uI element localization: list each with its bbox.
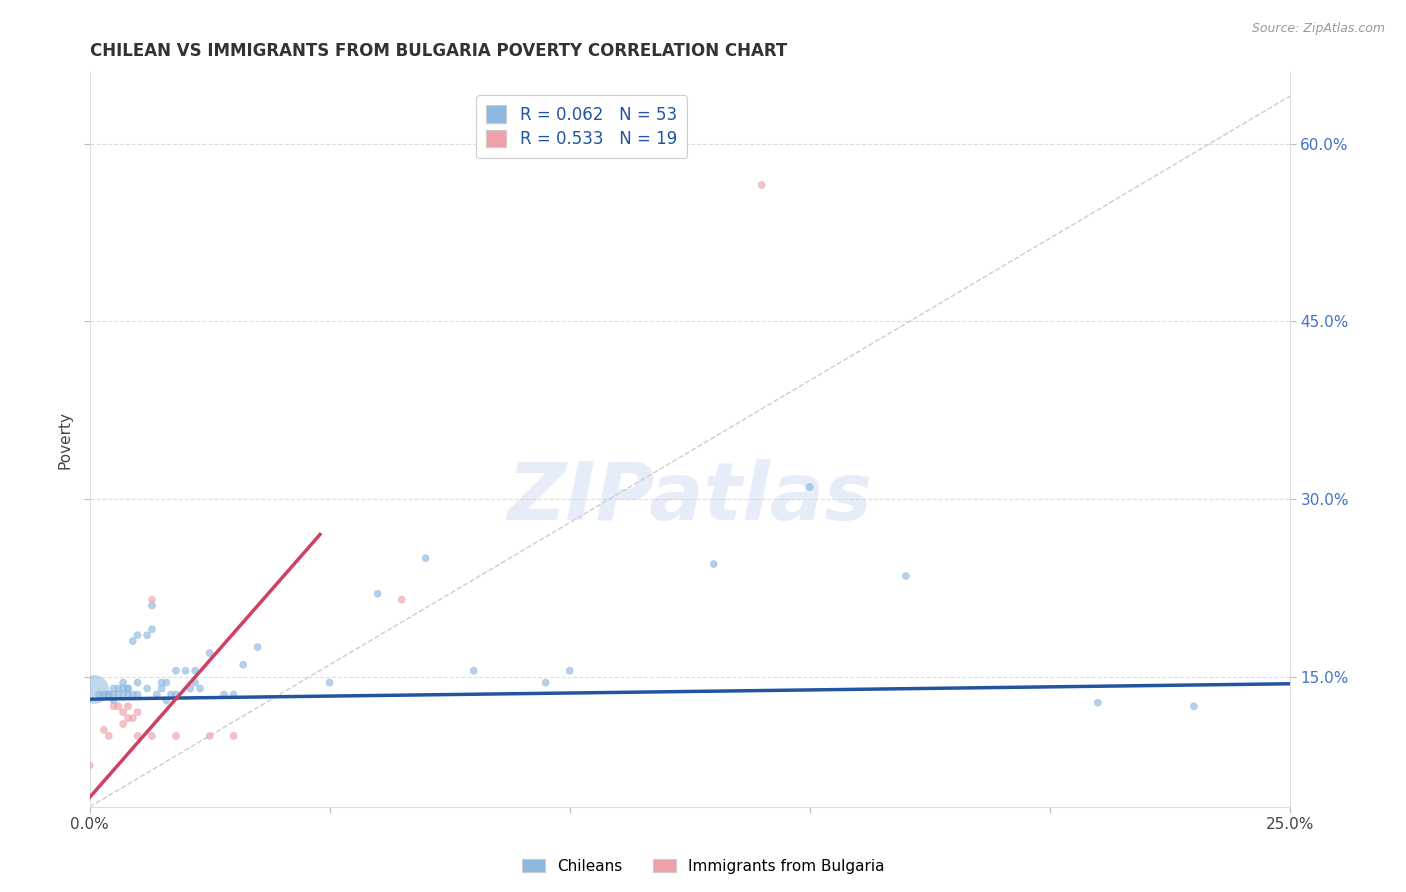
Point (117, 711, 139, 725)
Point (212, 688, 235, 702)
Point (93, 688, 115, 702)
Point (232, 657, 254, 672)
Point (703, 557, 725, 571)
Point (367, 587, 389, 601)
Point (136, 628, 159, 642)
Point (141, 592, 163, 607)
Text: ZIPatlas: ZIPatlas (508, 459, 872, 538)
Point (222, 729, 245, 743)
Point (318, 675, 340, 690)
Point (534, 675, 557, 690)
Point (127, 729, 149, 743)
Point (107, 681, 129, 696)
Point (558, 664, 581, 678)
Point (198, 729, 221, 743)
Point (127, 675, 149, 690)
Point (79, 758, 101, 772)
Point (83, 681, 105, 696)
Point (160, 688, 183, 702)
Point (145, 688, 167, 702)
Point (184, 675, 207, 690)
Point (155, 693, 177, 707)
Text: Source: ZipAtlas.com: Source: ZipAtlas.com (1251, 22, 1385, 36)
Point (97, 688, 120, 702)
Point (103, 681, 125, 696)
Point (121, 711, 143, 725)
Point (150, 675, 173, 690)
Point (127, 705, 149, 719)
Point (165, 729, 187, 743)
Point (121, 688, 143, 702)
Legend: Chileans, Immigrants from Bulgaria: Chileans, Immigrants from Bulgaria (516, 853, 890, 880)
Point (391, 592, 413, 607)
Point (894, 569, 917, 583)
Point (141, 622, 163, 636)
Point (198, 646, 221, 660)
Point (463, 664, 485, 678)
Point (141, 729, 163, 743)
Point (97, 688, 120, 702)
Point (117, 681, 139, 696)
Point (136, 681, 159, 696)
Point (107, 688, 129, 702)
Point (188, 681, 211, 696)
Point (89, 688, 111, 702)
Point (117, 681, 139, 696)
Point (121, 634, 143, 648)
Point (799, 480, 821, 494)
Point (107, 699, 129, 714)
Point (751, 178, 773, 192)
Point (103, 699, 125, 714)
Point (127, 628, 149, 642)
Point (117, 699, 139, 714)
Point (127, 688, 149, 702)
Text: CHILEAN VS IMMIGRANTS FROM BULGARIA POVERTY CORRELATION CHART: CHILEAN VS IMMIGRANTS FROM BULGARIA POVE… (90, 42, 787, 60)
Point (165, 664, 187, 678)
Point (103, 693, 125, 707)
Point (112, 681, 135, 696)
Point (93, 723, 115, 737)
Point (112, 675, 135, 690)
Point (112, 688, 135, 702)
Point (174, 664, 197, 678)
Point (117, 688, 139, 702)
Point (155, 675, 177, 690)
Point (246, 640, 269, 654)
Legend: R = 0.062   N = 53, R = 0.533   N = 19: R = 0.062 N = 53, R = 0.533 N = 19 (477, 95, 688, 159)
Point (222, 688, 245, 702)
Point (97, 729, 120, 743)
Point (179, 681, 201, 696)
Point (103, 688, 125, 702)
Point (1087, 696, 1109, 710)
Point (141, 599, 163, 613)
Y-axis label: Poverty: Poverty (58, 410, 72, 468)
Point (112, 717, 135, 731)
Point (165, 688, 187, 702)
Point (1182, 699, 1205, 714)
Point (184, 664, 207, 678)
Point (150, 681, 173, 696)
Point (415, 551, 437, 566)
Point (112, 705, 135, 719)
